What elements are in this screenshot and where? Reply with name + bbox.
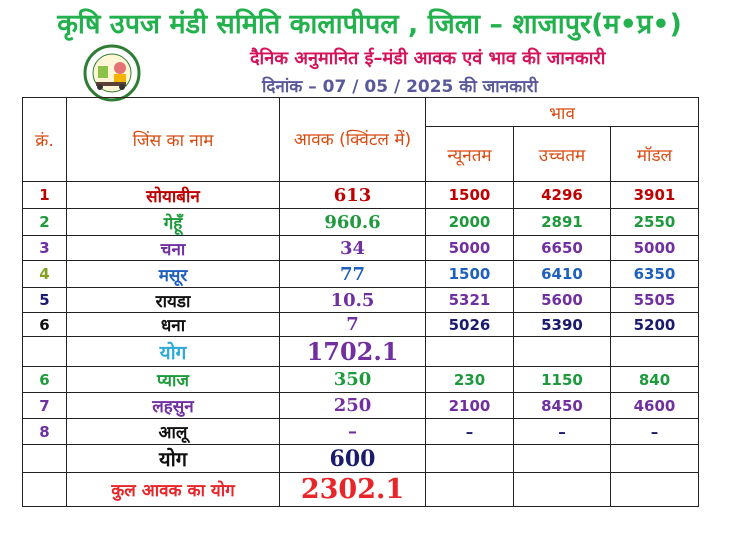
cell-min: 2100 [425,392,514,419]
cell-min: 5026 [425,312,514,337]
table-row: 1 सोयाबीन 613 1500 4296 3901 [22,181,699,209]
subtotal-value: 600 [279,444,426,473]
cell-name: मसूर [66,260,280,288]
cell-modal: 840 [610,366,699,393]
cell-arrival: 10.5 [279,287,426,313]
header-sno: क्रं. [22,97,67,182]
cell-arrival: 613 [279,181,426,209]
cell-arrival: 250 [279,392,426,419]
arrival-price-table: क्रं. जिंस का नाम आवक (क्विंटल में) भाव … [22,97,699,507]
cell-arrival: 350 [279,366,426,393]
cell-max: 1150 [513,366,611,393]
cell-modal: 3901 [610,181,699,209]
cell-sno: 8 [22,418,67,445]
cell-modal: – [610,418,699,445]
header-bhav: भाव [425,97,699,127]
mandi-board-logo [83,44,141,102]
cell-max: 5390 [513,312,611,337]
page-title: कृषि उपज मंडी समिति कालापीपल , जिला – शा… [57,9,682,40]
cell-modal: 4600 [610,392,699,419]
subtitle: दैनिक अनुमानित ई–मंडी आवक एवं भाव की जान… [250,48,606,69]
table-row: 2 गेहूँ 960.6 2000 2891 2550 [22,208,699,236]
cell-sno: 5 [22,287,67,313]
cell-modal: 6350 [610,260,699,288]
cell-sno: 4 [22,260,67,288]
cell-max: 5600 [513,287,611,313]
cell-min: 1500 [425,260,514,288]
cell-modal: 5505 [610,287,699,313]
cell-min: 2000 [425,208,514,236]
table-row: योग 1702.1 [22,336,699,367]
table-row: कुल आवक का योग 2302.1 [22,472,699,507]
header-min: न्यूनतम [425,126,514,182]
table-row: 6 प्याज 350 230 1150 840 [22,366,699,393]
table-row: 4 मसूर 77 1500 6410 6350 [22,260,699,288]
cell-name: रायडा [66,287,280,313]
cell-max: 4296 [513,181,611,209]
cell-sno: 6 [22,366,67,393]
header-arrival: आवक (क्विंटल में) [279,97,426,182]
grand-total-value: 2302.1 [279,472,426,507]
subtotal-label: योग [66,444,280,473]
cell-max: 6410 [513,260,611,288]
table-row: 7 लहसुन 250 2100 8450 4600 [22,392,699,419]
date-line: दिनांक – 07 / 05 / 2025 की जानकारी [262,77,538,97]
table-row: 3 चना 34 5000 6650 5000 [22,235,699,261]
table-row: 6 धना 7 5026 5390 5200 [22,312,699,337]
cell-name: चना [66,235,280,261]
cell-max: 8450 [513,392,611,419]
table-row: 8 आलू – – – – [22,418,699,445]
header-modal: मॉडल [610,126,699,182]
header-commodity-name: जिंस का नाम [66,97,280,182]
cell-name: गेहूँ [66,208,280,236]
cell-min: 230 [425,366,514,393]
cell-max: 6650 [513,235,611,261]
cell-sno: 3 [22,235,67,261]
cell-min: 1500 [425,181,514,209]
cell-arrival: 34 [279,235,426,261]
cell-name: धना [66,312,280,337]
cell-max: – [513,418,611,445]
subtotal-value: 1702.1 [279,336,426,367]
subtotal-label: योग [66,336,280,367]
table-row: योग 600 [22,444,699,473]
cell-arrival: 7 [279,312,426,337]
cell-sno: 2 [22,208,67,236]
cell-min: 5321 [425,287,514,313]
cell-modal: 2550 [610,208,699,236]
cell-arrival: 77 [279,260,426,288]
cell-arrival: 960.6 [279,208,426,236]
cell-sno: 6 [22,312,67,337]
cell-modal: 5200 [610,312,699,337]
cell-name: आलू [66,418,280,445]
cell-sno: 1 [22,181,67,209]
header-max: उच्चतम [513,126,611,182]
grand-total-label: कुल आवक का योग [66,472,280,507]
cell-min: 5000 [425,235,514,261]
cell-arrival: – [279,418,426,445]
cell-modal: 5000 [610,235,699,261]
cell-name: प्याज [66,366,280,393]
cell-min: – [425,418,514,445]
table-row: 5 रायडा 10.5 5321 5600 5505 [22,287,699,313]
cell-max: 2891 [513,208,611,236]
cell-name: सोयाबीन [66,181,280,209]
cell-name: लहसुन [66,392,280,419]
cell-sno: 7 [22,392,67,419]
